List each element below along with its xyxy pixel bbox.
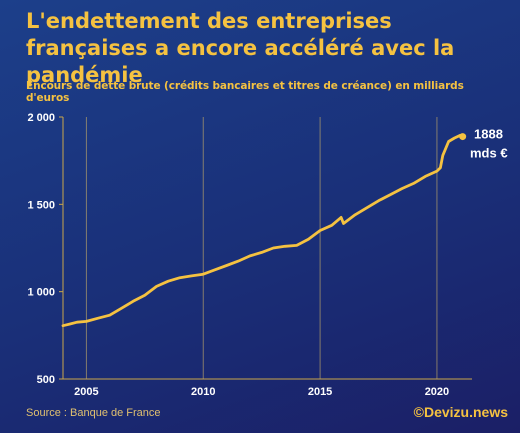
annotation-unit: mds €: [470, 146, 508, 161]
x-axis-ticks: 2005 2010 2015 2020: [74, 386, 449, 398]
chart-subtitle: Encours de dette brute (crédits bancaire…: [26, 80, 464, 104]
source-note: Source : Banque de France: [26, 407, 161, 419]
y-tick-label: 2 000: [27, 112, 55, 124]
grid-lines: [62, 117, 472, 380]
y-tick-label: 1 000: [27, 287, 55, 299]
y-axis-ticks: 500 1 000 1 500 2 000: [27, 112, 63, 386]
x-tick-label: 2010: [191, 386, 215, 398]
chart-title: L'endettement des entreprises françaises…: [26, 9, 455, 87]
x-tick-label: 2020: [425, 386, 449, 398]
y-tick-label: 500: [37, 374, 55, 386]
series-line: [61, 133, 465, 328]
x-tick-label: 2015: [308, 386, 332, 398]
annotation-value: 1888: [474, 127, 503, 142]
endpoint-marker: [459, 133, 467, 141]
brand-credit: ©Devizu.news: [413, 404, 508, 420]
x-tick-label: 2005: [74, 386, 98, 398]
y-tick-label: 1 500: [27, 199, 55, 211]
